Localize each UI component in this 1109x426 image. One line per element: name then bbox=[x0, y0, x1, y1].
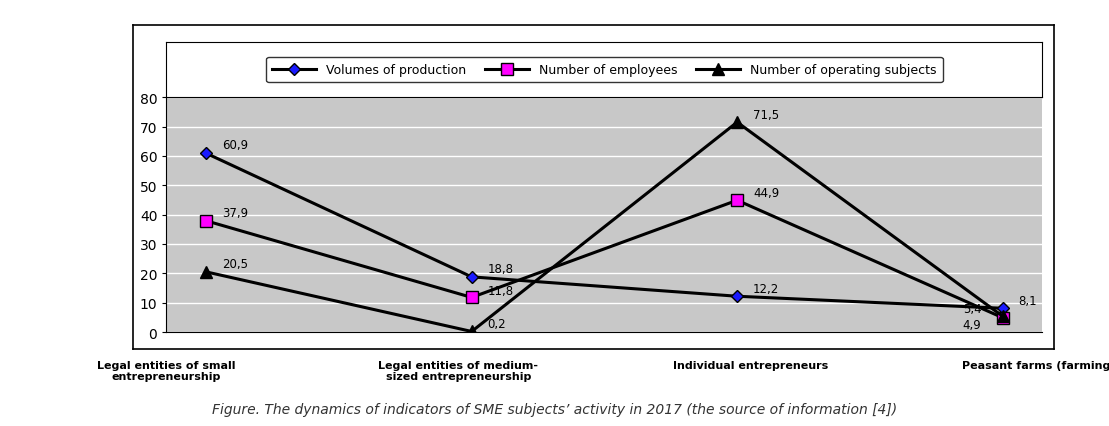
Text: 60,9: 60,9 bbox=[222, 139, 248, 152]
Text: 11,8: 11,8 bbox=[488, 285, 513, 298]
Text: 44,9: 44,9 bbox=[753, 187, 780, 199]
Text: 5,4: 5,4 bbox=[963, 302, 981, 315]
Text: Individual entrepreneurs: Individual entrepreneurs bbox=[673, 360, 828, 370]
Text: Figure. The dynamics of indicators of SME subjects’ activity in 2017 (the source: Figure. The dynamics of indicators of SM… bbox=[212, 402, 897, 416]
Text: Legal entities of medium-
sized entrepreneurship: Legal entities of medium- sized entrepre… bbox=[378, 360, 538, 382]
Text: 8,1: 8,1 bbox=[1018, 294, 1037, 307]
Text: 20,5: 20,5 bbox=[222, 258, 248, 271]
Text: 71,5: 71,5 bbox=[753, 109, 780, 121]
Text: 37,9: 37,9 bbox=[222, 207, 248, 220]
Text: 18,8: 18,8 bbox=[488, 262, 513, 275]
Text: 0,2: 0,2 bbox=[488, 317, 506, 330]
Text: 12,2: 12,2 bbox=[753, 282, 780, 295]
Text: Peasant farms (farmings): Peasant farms (farmings) bbox=[963, 360, 1109, 370]
Legend: Volumes of production, Number of employees, Number of operating subjects: Volumes of production, Number of employe… bbox=[266, 58, 943, 83]
Text: Legal entities of small
entrepreneurship: Legal entities of small entrepreneurship bbox=[98, 360, 235, 382]
Text: 4,9: 4,9 bbox=[963, 318, 981, 331]
